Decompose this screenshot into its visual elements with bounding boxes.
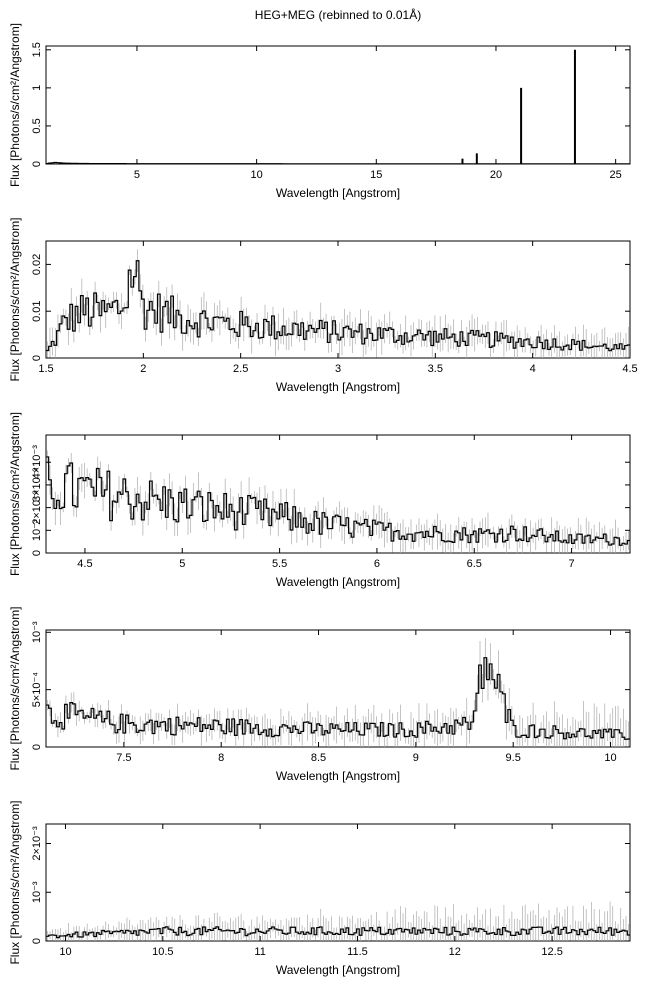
x-tick-label: 20 [490, 169, 502, 181]
y-tick-label: 0 [31, 550, 43, 556]
x-axis-label: Wavelength [Angstrom] [276, 769, 400, 783]
y-tick-label: 2×10⁻³ [31, 490, 43, 525]
x-tick-label: 5.5 [272, 558, 287, 570]
y-tick-label: 0.5 [31, 118, 43, 133]
y-tick-label: 10⁻³ [31, 519, 43, 541]
y-tick-label: 10⁻³ [31, 881, 43, 903]
x-tick-label: 4.5 [77, 558, 92, 570]
y-tick-label: 0 [31, 355, 43, 361]
plot-frame-1 [45, 45, 631, 165]
x-tick-label: 10 [59, 946, 71, 958]
x-tick-label: 12 [449, 946, 461, 958]
y-axis-label: Flux [Photons/s/cm²/Angstrom] [8, 23, 22, 187]
x-tick-label: 10 [604, 752, 616, 764]
x-tick-label: 10.5 [152, 946, 173, 958]
x-tick-label: 7 [569, 558, 575, 570]
y-tick-label: 10⁻³ [31, 621, 43, 643]
x-tick-label: 1.5 [38, 363, 53, 375]
y-tick-label: 0.01 [31, 300, 43, 321]
plot-frame-4 [45, 629, 631, 748]
x-tick-label: 11.5 [347, 946, 368, 958]
x-tick-label: 8.5 [311, 752, 326, 764]
x-tick-label: 12.5 [541, 946, 562, 958]
y-axis-label: Flux [Photons/s/cm²/Angstrom] [8, 606, 22, 770]
figure-title: HEG+MEG (rebinned to 0.01Å) [254, 8, 422, 22]
y-tick-label: 0 [31, 938, 43, 944]
y-axis-label: Flux [Photons/s/cm²/Angstrom] [8, 217, 22, 381]
x-tick-label: 25 [610, 169, 622, 181]
x-axis-label: Wavelength [Angstrom] [276, 963, 400, 977]
y-axis-label: Flux [Photons/s/cm²/Angstrom] [8, 412, 22, 576]
y-tick-label: 0 [31, 161, 43, 167]
y-tick-label: 1.5 [31, 42, 43, 57]
x-tick-label: 10 [250, 169, 262, 181]
plot-frame-5 [45, 823, 631, 942]
spectrum-line-1 [46, 161, 630, 165]
x-axis-label: Wavelength [Angstrom] [276, 575, 400, 589]
y-tick-label: 4×10⁻³ [31, 445, 43, 480]
x-axis-label: Wavelength [Angstrom] [276, 380, 400, 394]
x-tick-label: 4.5 [622, 363, 637, 375]
spectrum-line-3 [46, 456, 630, 546]
spectrum-line-5 [46, 926, 630, 939]
spectrum-line-4 [46, 657, 630, 740]
x-tick-label: 5 [179, 558, 185, 570]
x-axis-label: Wavelength [Angstrom] [276, 186, 400, 200]
x-tick-label: 11 [254, 946, 265, 958]
x-tick-label: 2.5 [233, 363, 248, 375]
y-tick-label: 0.02 [31, 254, 43, 275]
spectrum-line-2 [46, 260, 630, 352]
y-tick-label: 3×10⁻³ [31, 467, 43, 502]
x-tick-label: 2 [140, 363, 146, 375]
y-tick-label: 1 [31, 85, 43, 91]
x-tick-label: 6.5 [467, 558, 482, 570]
x-tick-label: 7.5 [116, 752, 131, 764]
y-tick-label: 5×10⁻⁴ [31, 672, 43, 708]
x-tick-label: 9 [413, 752, 419, 764]
x-tick-label: 4 [530, 363, 536, 375]
x-tick-label: 5 [134, 169, 140, 181]
x-tick-label: 6 [374, 558, 380, 570]
x-tick-label: 9.5 [506, 752, 521, 764]
y-tick-label: 0 [31, 744, 43, 750]
plot-frame-3 [45, 434, 631, 554]
x-tick-label: 15 [370, 169, 382, 181]
y-tick-label: 2×10⁻³ [31, 826, 43, 861]
x-tick-label: 8 [218, 752, 224, 764]
y-axis-label: Flux [Photons/s/cm²/Angstrom] [8, 800, 22, 964]
x-tick-label: 3.5 [428, 363, 443, 375]
x-tick-label: 3 [335, 363, 341, 375]
